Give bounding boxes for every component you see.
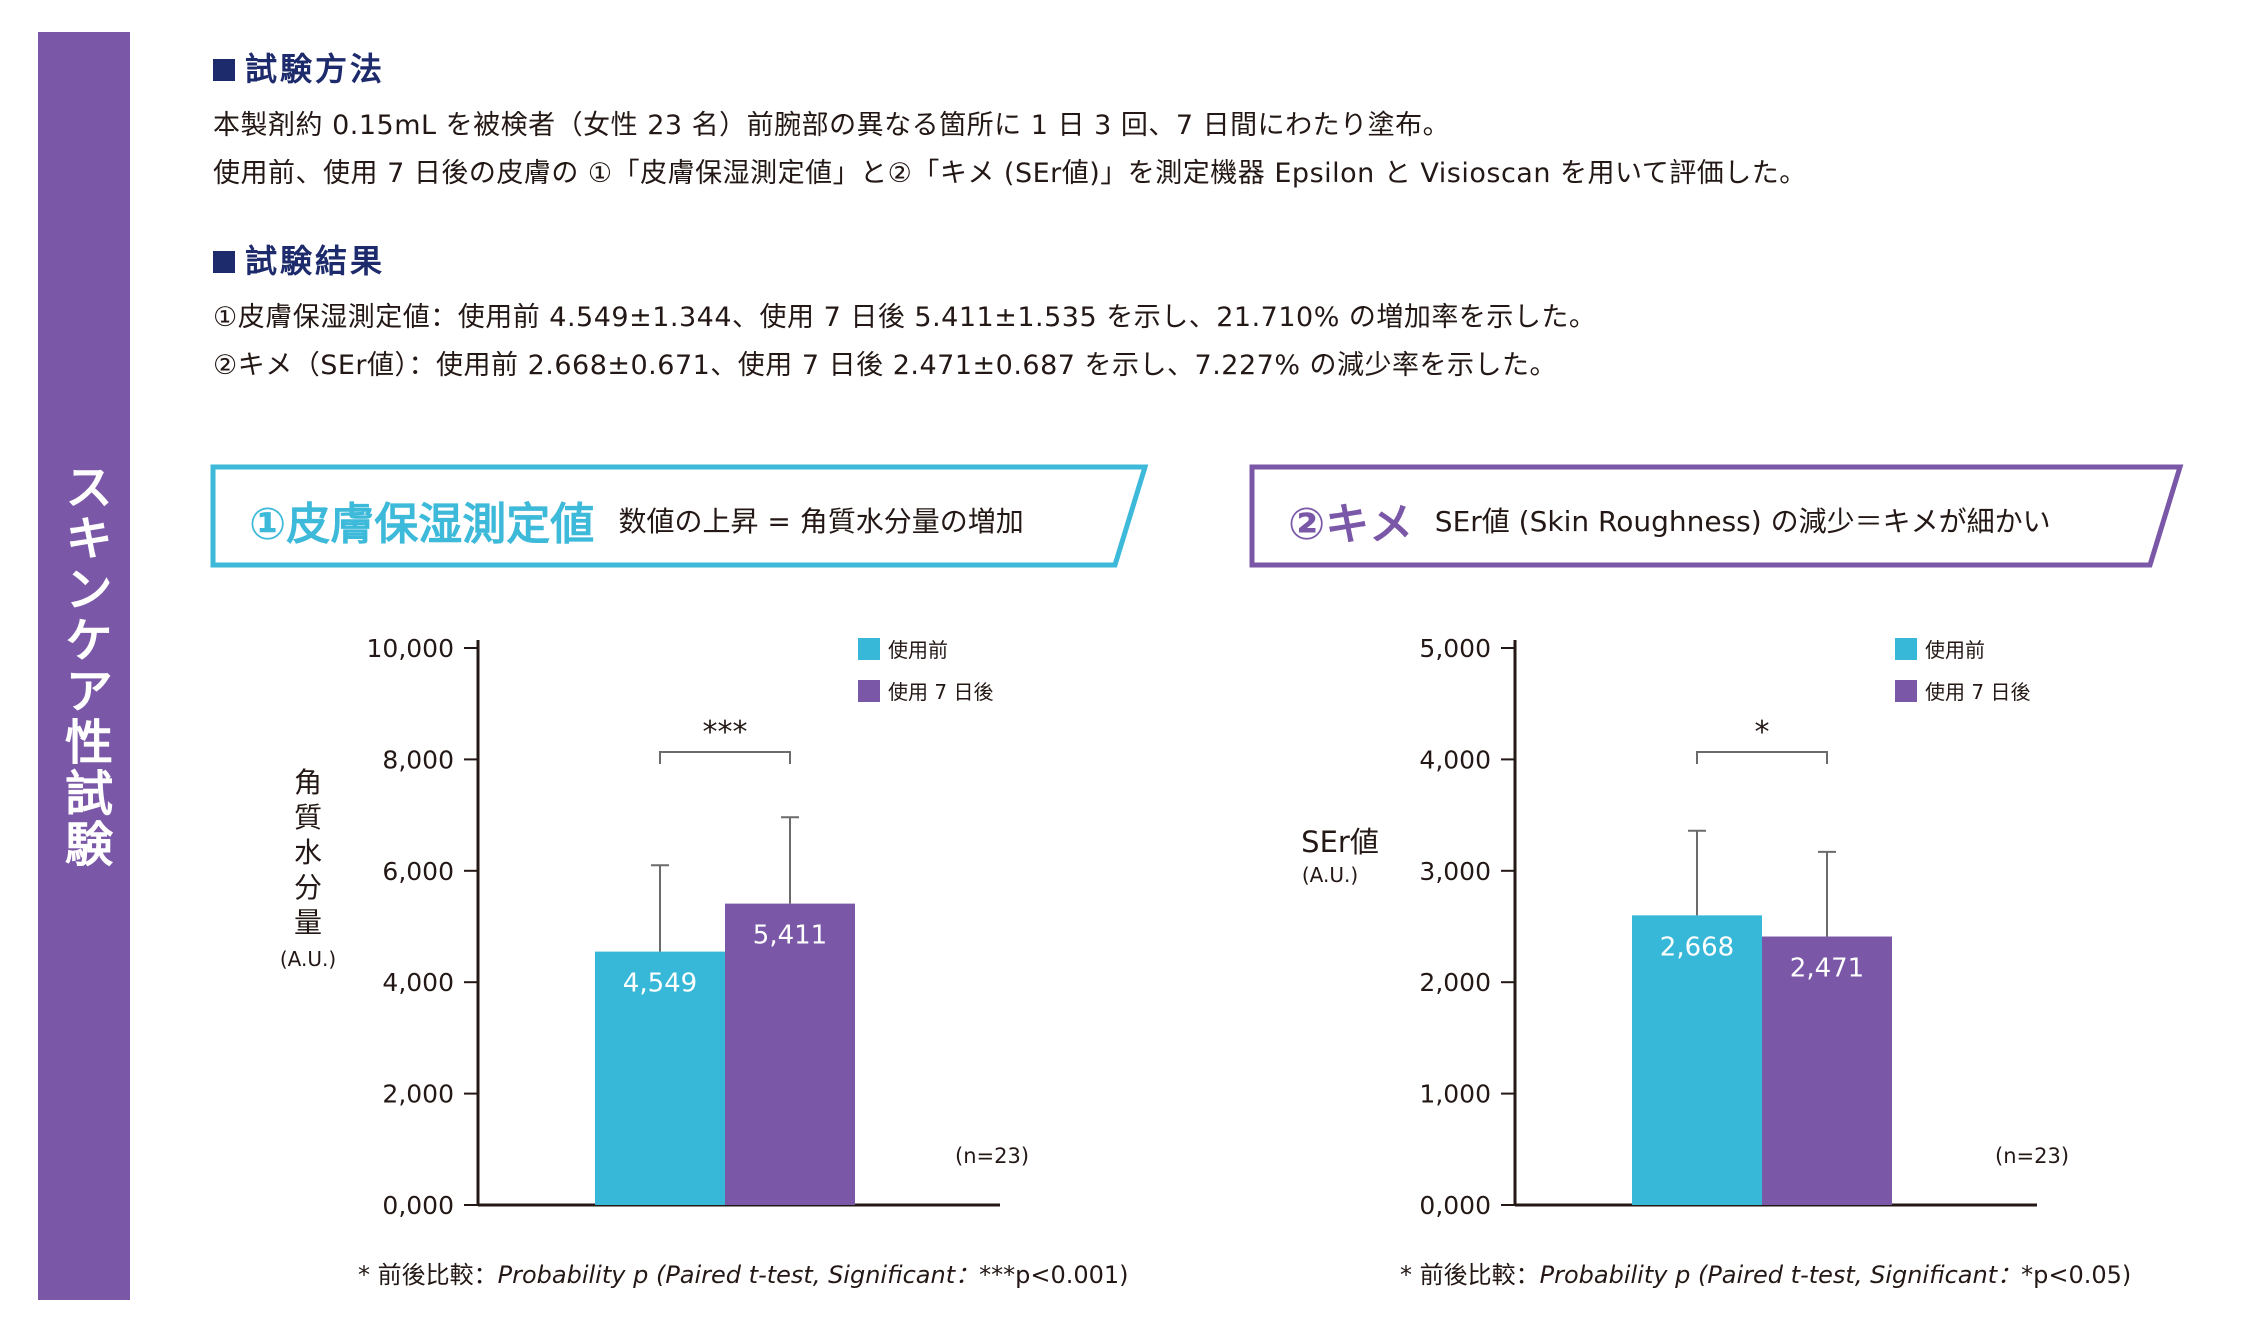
n-label: (n=23) (1995, 1144, 2069, 1168)
y-tick-label: 8,000 (382, 745, 454, 774)
y-axis-label-char: 角 (294, 766, 322, 799)
bar-before (1632, 915, 1762, 1205)
legend-label: 使用 7 日後 (1925, 680, 2030, 704)
y-axis-label: SEr値 (1301, 825, 1379, 859)
method-line-2: 使用前、使用 7 日後の皮膚の ①「皮膚保湿測定値」と②「キメ (SEr値)」を… (213, 158, 1807, 189)
legend-swatch (1895, 638, 1917, 660)
sidebar-title: スキンケア性試験 (56, 462, 112, 870)
method-heading-text: 試験方法 (245, 50, 386, 88)
y-tick-label: 1,000 (1419, 1080, 1491, 1109)
n-label: (n=23) (955, 1144, 1029, 1168)
footnote-part: *p<0.05) (2021, 1261, 2131, 1289)
y-axis-label-char: 分 (294, 871, 322, 904)
significance-label: *** (703, 715, 748, 750)
y-tick-label: 0,000 (1419, 1191, 1491, 1220)
footnote-part: * 前後比較： (358, 1261, 498, 1289)
square-bullet-icon (213, 59, 235, 81)
y-tick-label: 2,000 (1419, 968, 1491, 997)
results-heading-text: 試験結果 (245, 242, 386, 280)
y-axis-unit: (A.U.) (1302, 863, 1358, 887)
y-tick-label: 6,000 (382, 857, 454, 886)
significance-bracket (1696, 751, 1828, 764)
legend-label: 使用前 (1925, 638, 1985, 662)
sidebar: スキンケア性試験 (38, 32, 130, 1300)
legend-swatch (1895, 680, 1917, 702)
y-axis-label-char: 水 (294, 836, 322, 869)
y-axis-label-char: 量 (294, 906, 322, 939)
chart-title-box (1249, 464, 2184, 568)
bar-before (595, 951, 725, 1205)
legend-label: 使用前 (888, 638, 948, 662)
footnote-part: Probability p (Paired t-test, Significan… (498, 1261, 979, 1289)
y-tick-label: 0,000 (382, 1191, 454, 1220)
chart-subtitle: 数値の上昇 = 角質水分量の増加 (618, 505, 1023, 538)
y-tick-label: 10,000 (367, 634, 454, 663)
bar-after (1762, 936, 1892, 1205)
chart-title-box (210, 464, 1149, 568)
footnote-part: * 前後比較： (1400, 1261, 1540, 1289)
legend-swatch (858, 638, 880, 660)
footnote: * 前後比較：Probability p (Paired t-test, Sig… (1400, 1261, 2131, 1289)
footnote-part: Probability p (Paired t-test, Significan… (1540, 1261, 2021, 1289)
y-tick-label: 2,000 (382, 1080, 454, 1109)
method-line-1: 本製剤約 0.15mL を被検者（女性 23 名）前腕部の異なる箇所に 1 日 … (213, 110, 1451, 141)
footnote-part: ***p<0.001) (979, 1261, 1128, 1289)
y-axis-label-char: 質 (294, 801, 322, 834)
chart-title: ①皮膚保湿測定値 (249, 499, 594, 550)
chart-title: ②キメ (1288, 499, 1413, 550)
bar-after (725, 903, 855, 1205)
significance-label: * (1755, 715, 1770, 750)
bar-value-label: 5,411 (753, 921, 827, 951)
significance-bracket (659, 751, 791, 764)
footnote: * 前後比較：Probability p (Paired t-test, Sig… (358, 1261, 1129, 1289)
y-tick-label: 4,000 (382, 968, 454, 997)
method-heading: 試験方法 (213, 44, 385, 90)
chart-subtitle: SEr値 (Skin Roughness) の減少＝キメが細かい (1435, 505, 2051, 538)
y-axis-unit: (A.U.) (280, 947, 336, 971)
bar-value-label: 2,471 (1790, 954, 1864, 984)
bar-value-label: 2,668 (1660, 932, 1734, 962)
results-line-2: ②キメ（SEr値）：使用前 2.668±0.671、使用 7 日後 2.471±… (213, 350, 1558, 381)
bar-value-label: 4,549 (623, 969, 697, 999)
results-heading: 試験結果 (213, 236, 385, 282)
y-tick-label: 4,000 (1419, 745, 1491, 774)
y-tick-label: 3,000 (1419, 857, 1491, 886)
legend-swatch (858, 680, 880, 702)
legend-label: 使用 7 日後 (888, 680, 993, 704)
y-tick-label: 5,000 (1419, 634, 1491, 663)
square-bullet-icon (213, 251, 235, 273)
results-line-1: ①皮膚保湿測定値：使用前 4.549±1.344、使用 7 日後 5.411±1… (213, 302, 1597, 333)
